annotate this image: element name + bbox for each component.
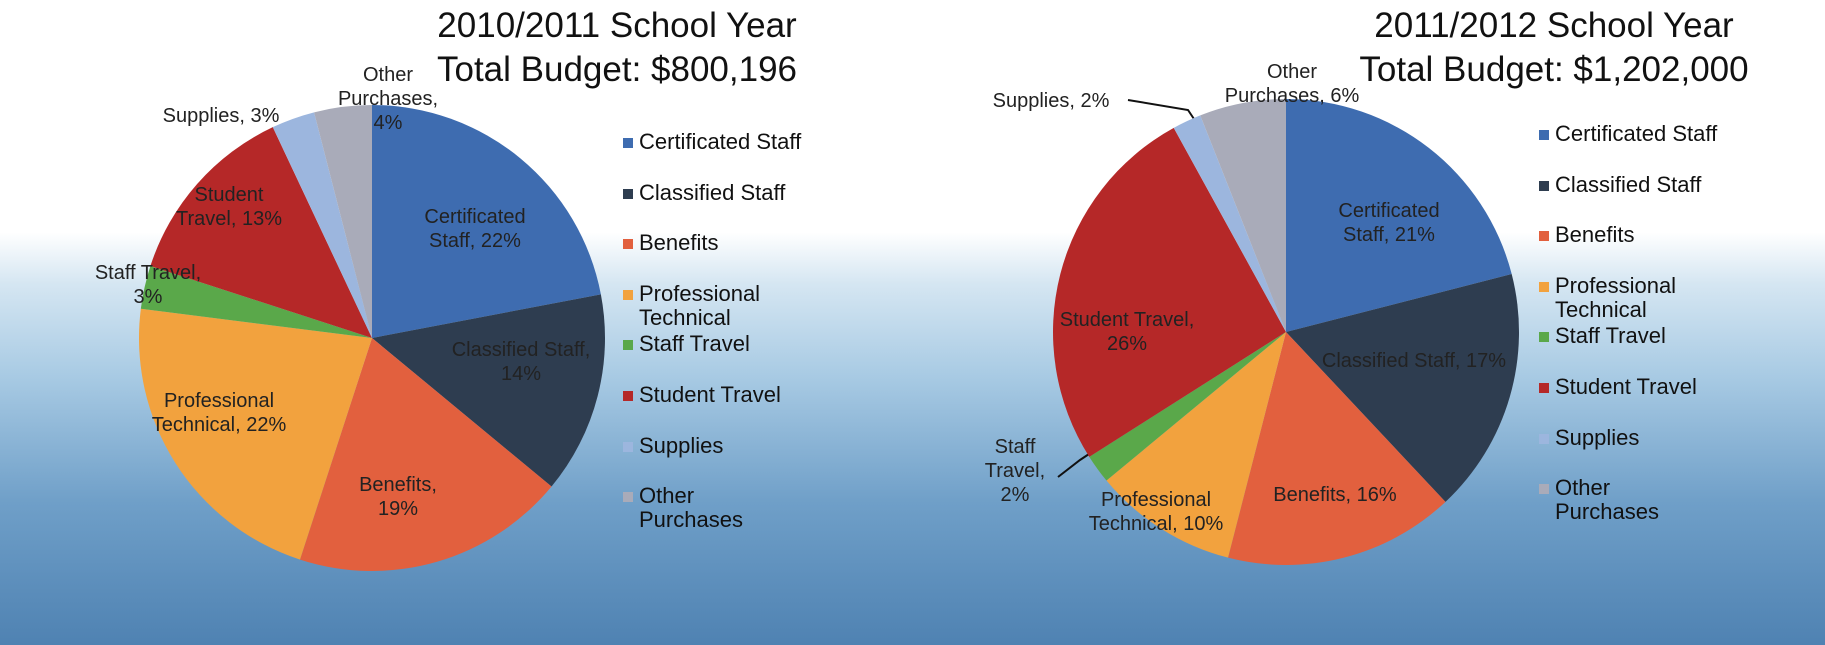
legend-swatch bbox=[623, 290, 633, 300]
legend-swatch bbox=[1539, 181, 1549, 191]
data-label: Supplies, 3% bbox=[141, 104, 301, 128]
legend-swatch bbox=[1539, 383, 1549, 393]
legend-label: Benefits bbox=[1555, 223, 1720, 247]
data-label: Student Travel, 13% bbox=[164, 183, 294, 231]
data-label: Other Purchases, 6% bbox=[1217, 60, 1367, 108]
data-label: Staff Travel, 2% bbox=[975, 435, 1055, 507]
chart-title: 2011/2012 School Year bbox=[1374, 4, 1733, 48]
legend-swatch bbox=[623, 189, 633, 199]
data-label: Certificated Staff, 22% bbox=[400, 205, 550, 253]
data-label: Certificated Staff, 21% bbox=[1314, 199, 1464, 247]
legend-label: Other Purchases bbox=[639, 484, 804, 532]
legend-swatch bbox=[1539, 332, 1549, 342]
data-label: Classified Staff, 14% bbox=[451, 338, 591, 386]
legend-label: Certificated Staff bbox=[1555, 122, 1720, 146]
legend-label: Benefits bbox=[639, 231, 804, 255]
legend-swatch bbox=[623, 239, 633, 249]
legend-swatch bbox=[623, 391, 633, 401]
legend-swatch bbox=[623, 138, 633, 148]
page: 2010/2011 School YearTotal Budget: $800,… bbox=[0, 0, 1825, 645]
data-label: Benefits, 16% bbox=[1250, 483, 1420, 507]
legend-label: Supplies bbox=[639, 434, 804, 458]
data-label: Staff Travel, 3% bbox=[78, 261, 218, 309]
data-label: Classified Staff, 17% bbox=[1319, 349, 1509, 373]
legend-swatch bbox=[623, 340, 633, 350]
data-label: Professional Technical, 22% bbox=[139, 389, 299, 437]
legend-label: Classified Staff bbox=[1555, 173, 1720, 197]
data-label: Other Purchases, 4% bbox=[328, 63, 448, 135]
legend-label: Student Travel bbox=[1555, 375, 1720, 399]
legend-swatch bbox=[1539, 282, 1549, 292]
legend-label: Professional Technical bbox=[1555, 274, 1720, 322]
legend-label: Supplies bbox=[1555, 426, 1720, 450]
pies bbox=[0, 0, 1825, 645]
legend-label: Other Purchases bbox=[1555, 476, 1720, 524]
leader-line bbox=[1128, 100, 1196, 122]
chart-subtitle: Total Budget: $800,196 bbox=[437, 48, 797, 92]
chart-title: 2010/2011 School Year bbox=[437, 4, 796, 48]
data-label: Supplies, 2% bbox=[971, 89, 1131, 113]
legend-swatch bbox=[1539, 130, 1549, 140]
legend-swatch bbox=[623, 492, 633, 502]
legend-label: Classified Staff bbox=[639, 181, 804, 205]
legend-label: Student Travel bbox=[639, 383, 804, 407]
data-label: Professional Technical, 10% bbox=[1061, 488, 1251, 536]
legend-label: Professional Technical bbox=[639, 282, 804, 330]
legend-label: Staff Travel bbox=[1555, 324, 1720, 348]
legend-swatch bbox=[623, 442, 633, 452]
legend-label: Staff Travel bbox=[639, 332, 804, 356]
legend-swatch bbox=[1539, 484, 1549, 494]
chart-subtitle: Total Budget: $1,202,000 bbox=[1359, 48, 1748, 92]
legend-swatch bbox=[1539, 434, 1549, 444]
legend-swatch bbox=[1539, 231, 1549, 241]
data-label: Student Travel, 26% bbox=[1047, 308, 1207, 356]
legend-label: Certificated Staff bbox=[639, 130, 804, 154]
data-label: Benefits, 19% bbox=[343, 473, 453, 521]
